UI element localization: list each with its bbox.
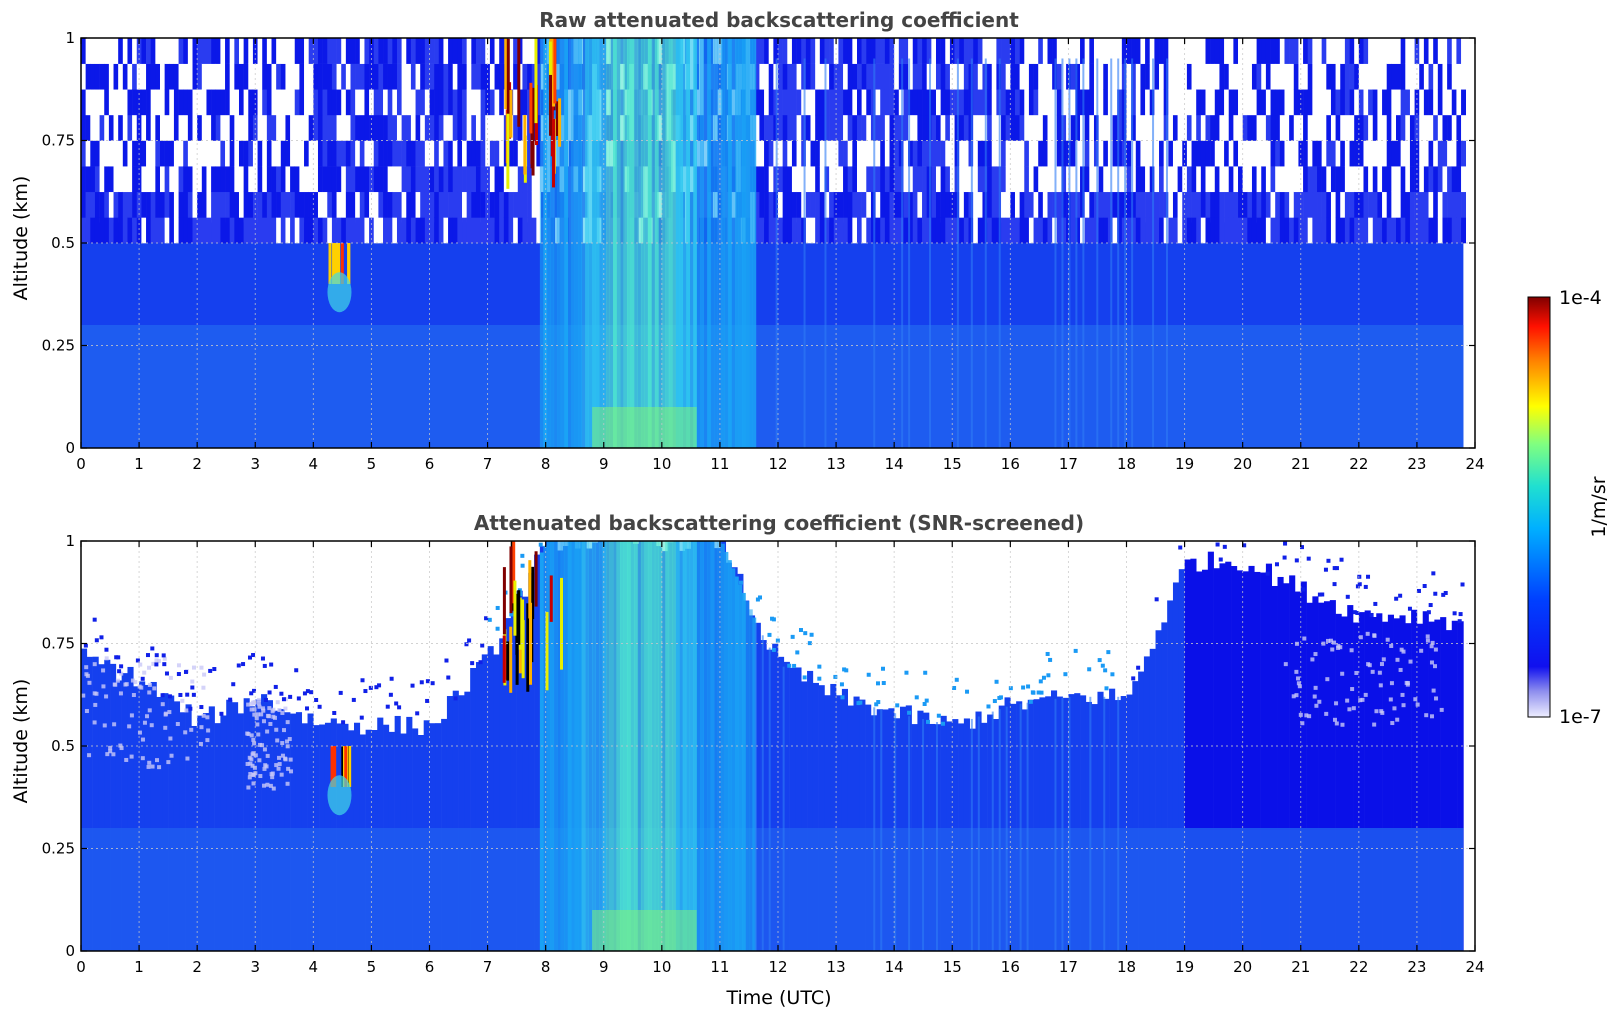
heatmap-noise-columns	[81, 38, 1467, 244]
panel2-title: Attenuated backscattering coefficient (S…	[474, 511, 1084, 535]
x-tick-label: 19	[1175, 455, 1194, 473]
x-tick-label: 4	[309, 455, 319, 473]
x-tick-label: 6	[425, 455, 435, 473]
heatmap-ground-hotspot	[592, 407, 697, 448]
y-tick-label: 0.25	[42, 840, 75, 858]
panel1-grid	[81, 38, 1475, 448]
heatmap-lower-band	[81, 828, 1464, 951]
x-tick-label: 18	[1117, 455, 1136, 473]
panel1-y-axis-title: Altitude (km)	[10, 176, 32, 301]
x-tick-label: 22	[1349, 455, 1368, 473]
x-tick-label: 16	[1001, 958, 1020, 976]
x-tick-label: 15	[943, 455, 962, 473]
x-tick-label: 21	[1291, 455, 1310, 473]
x-tick-label: 24	[1465, 455, 1484, 473]
x-tick-label: 11	[710, 455, 729, 473]
x-tick-label: 14	[885, 455, 904, 473]
x-tick-label: 0	[76, 455, 86, 473]
x-tick-label: 22	[1349, 958, 1368, 976]
x-tick-label: 10	[652, 958, 671, 976]
x-tick-label: 15	[943, 958, 962, 976]
x-tick-label: 14	[885, 958, 904, 976]
x-tick-label: 13	[827, 455, 846, 473]
x-tick-label: 18	[1117, 958, 1136, 976]
y-tick-label: 0.5	[51, 234, 75, 252]
y-tick-label: 0	[65, 439, 75, 457]
y-tick-label: 1	[65, 532, 75, 550]
colorbar-max-label: 1e-4	[1559, 287, 1602, 309]
panel1-axes: 0 1 2 3 4 5 6 7 8 9 10 11 12 13 14 15 16 17 18 19 20 21 22 23 24…	[42, 29, 1485, 473]
x-tick-label: 24	[1465, 958, 1484, 976]
colorbar-unit-label: 1/m/sr	[1588, 476, 1610, 537]
panel1-heatmap	[81, 38, 1467, 448]
x-tick-label: 12	[768, 958, 787, 976]
x-tick-label: 20	[1233, 455, 1252, 473]
x-tick-label: 16	[1001, 455, 1020, 473]
x-tick-label: 4	[309, 958, 319, 976]
x-tick-label: 7	[483, 455, 493, 473]
panel1-title: Raw attenuated backscattering coefficien…	[539, 8, 1019, 32]
heatmap-cloud	[327, 38, 562, 313]
heatmap-ground-hotspot	[592, 910, 697, 951]
x-tick-label: 2	[192, 455, 202, 473]
x-tick-label: 1	[134, 455, 144, 473]
x-tick-label: 5	[367, 455, 377, 473]
x-tick-label: 8	[541, 455, 551, 473]
x-tick-label: 11	[710, 958, 729, 976]
x-tick-label: 5	[367, 958, 377, 976]
x-tick-label: 23	[1407, 958, 1426, 976]
panel2-grid	[81, 541, 1475, 951]
x-tick-label: 17	[1059, 958, 1078, 976]
y-tick-label: 0.75	[42, 635, 75, 653]
x-tick-label: 6	[425, 958, 435, 976]
x-tick-label: 20	[1233, 958, 1252, 976]
x-tick-label: 8	[541, 958, 551, 976]
y-tick-label: 0	[65, 942, 75, 960]
heatmap-cloud	[327, 541, 563, 816]
x-tick-label: 1	[134, 958, 144, 976]
x-tick-label: 13	[827, 958, 846, 976]
x-tick-label: 21	[1291, 958, 1310, 976]
y-tick-label: 1	[65, 29, 75, 47]
heatmap-stripes	[775, 58, 1168, 448]
heatmap-lower-band	[81, 325, 1464, 448]
x-tick-label: 23	[1407, 455, 1426, 473]
heatmap-stripes	[754, 623, 1120, 951]
y-tick-label: 0.75	[42, 132, 75, 150]
x-tick-label: 19	[1175, 958, 1194, 976]
x-tick-label: 12	[768, 455, 787, 473]
x-tick-label: 9	[599, 455, 609, 473]
x-tick-label: 2	[192, 958, 202, 976]
x-tick-label: 10	[652, 455, 671, 473]
y-tick-label: 0.25	[42, 337, 75, 355]
x-tick-label: 17	[1059, 455, 1078, 473]
heatmap-low-snr-patches	[81, 631, 1444, 791]
x-axis-title: Time (UTC)	[725, 987, 831, 1009]
colorbar	[1527, 296, 1551, 718]
x-tick-label: 3	[250, 455, 260, 473]
x-tick-label: 7	[483, 958, 493, 976]
panel2-axes: 0 1 2 3 4 5 6 7 8 9 10 11 12 13 14 15 16 17 18 19 20 21 22 23 24…	[42, 532, 1485, 976]
panel2-y-axis-title: Altitude (km)	[10, 679, 32, 804]
y-tick-label: 0.5	[51, 737, 75, 755]
x-tick-label: 0	[76, 958, 86, 976]
x-tick-label: 3	[250, 958, 260, 976]
x-tick-label: 9	[599, 958, 609, 976]
colorbar-min-label: 1e-7	[1559, 706, 1602, 728]
